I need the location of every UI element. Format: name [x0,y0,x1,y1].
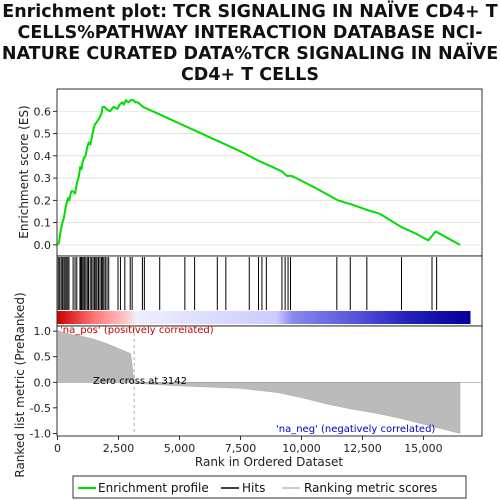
x-tick-label: 15,000 [404,442,443,455]
metric-y-tick-label: -1.0 [30,427,51,440]
x-tick-label: 0 [54,442,61,455]
x-tick-label: 10,000 [282,442,321,455]
title-line: CELLS%PATHWAY INTERACTION DATABASE NCI- [17,23,483,43]
legend: Enrichment profile Hits Ranking metric s… [72,475,467,499]
metric-y-tick-label: 1.0 [34,325,52,338]
legend-label-metric: Ranking metric scores [304,481,437,495]
es-panel [56,88,483,257]
legend-label-enrichment: Enrichment profile [98,481,209,495]
na-pos-annotation: 'na_pos' (positively correlated) [60,325,214,336]
metric-y-tick-label: 0.0 [34,376,52,389]
metric-y-tick-label: -0.5 [30,402,51,415]
es-y-tick-label: 0.3 [34,172,52,185]
x-tick-label: 5,000 [164,442,196,455]
zero-cross-annotation: Zero cross at 3142 [93,376,187,387]
es-y-tick-label: 0.4 [34,150,52,163]
es-y-tick-label: 0.1 [34,217,52,230]
metric-axis-label: Ranked list metric (PreRanked) [13,292,27,477]
x-axis-label: Rank in Ordered Dataset [195,455,343,469]
x-tick-label: 7,500 [225,442,257,455]
enrichment-line [56,99,461,246]
legend-label-hits: Hits [242,481,265,495]
title-line: NATURE CURATED DATA%TCR SIGNALING IN NAÏ… [1,44,499,64]
metric-y-tick-label: 0.5 [34,351,52,364]
es-y-tick-label: 0.6 [34,105,52,118]
es-y-tick-label: 0.2 [34,194,52,207]
title-line: Enrichment plot: TCR SIGNALING IN NAÏVE … [2,2,498,22]
es-y-tick-label: 0.5 [34,128,52,141]
ranking-gradient-bar [57,311,471,324]
es-y-tick-label: 0.0 [34,239,52,252]
legend-box [72,475,467,499]
es-axis-label: Enrichment score (ES) [17,105,31,238]
chart-title: Enrichment plot: TCR SIGNALING IN NAÏVE … [0,2,500,86]
title-line: CD4+ T CELLS [180,65,320,85]
x-tick-label: 2,500 [103,442,135,455]
x-tick-label: 12,500 [343,442,382,455]
metric-area [57,329,461,434]
na-neg-annotation: 'na_neg' (negatively correlated) [276,424,435,435]
